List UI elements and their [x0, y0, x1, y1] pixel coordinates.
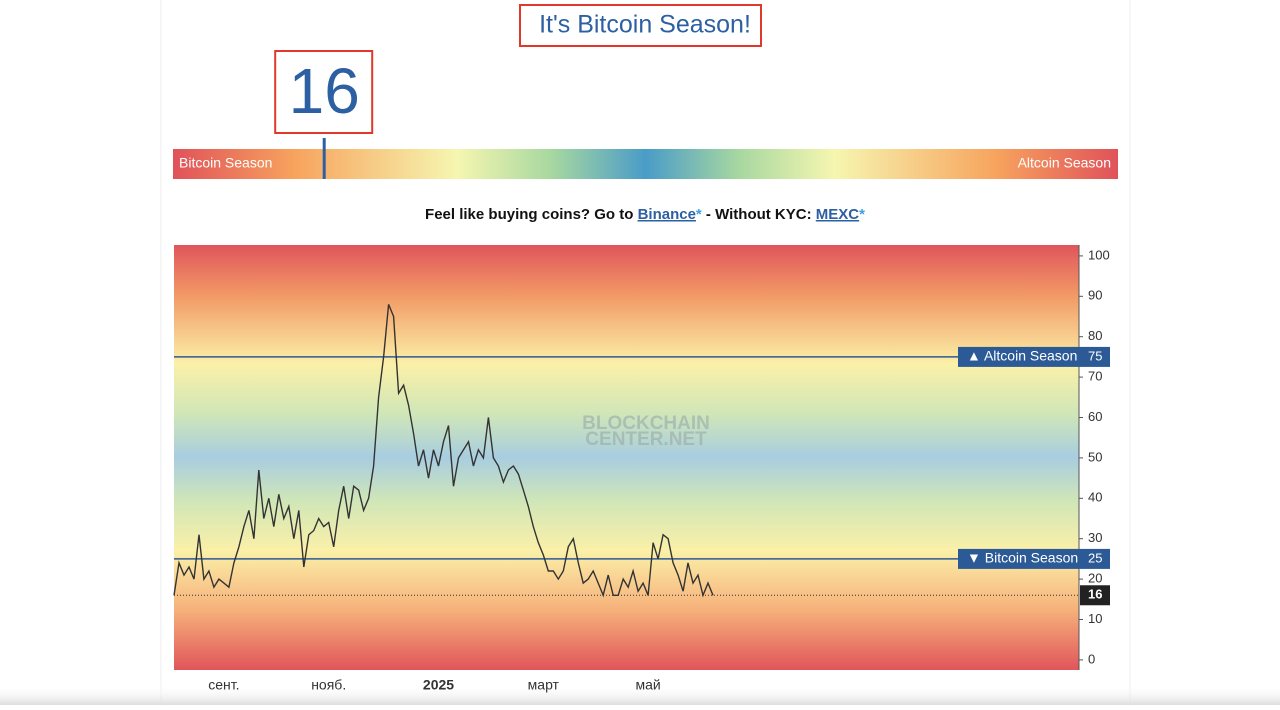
bottom-shadow — [0, 685, 1280, 705]
promo-text: * — [859, 206, 865, 223]
watermark: CENTER.NET — [585, 429, 707, 450]
series-line — [173, 304, 714, 598]
reference-label: ▼ Bitcoin Season — [967, 550, 1078, 566]
y-tick-label: 70 — [1088, 369, 1102, 384]
plot-background — [174, 245, 1079, 670]
last-value-box — [1080, 585, 1110, 606]
title-box — [519, 4, 762, 47]
reference-label: ▲ Altcoin Season — [967, 348, 1077, 364]
gauge-value-box — [274, 50, 374, 134]
promo-text: - Without KYC: — [702, 206, 816, 223]
x-tick-label: нояб. — [311, 677, 346, 693]
x-tick-label: май — [636, 677, 661, 693]
y-tick-label: 50 — [1088, 449, 1102, 464]
y-tick-label: 10 — [1088, 611, 1102, 626]
reference-value: 75 — [1088, 348, 1102, 363]
gauge-value: 16 — [289, 55, 360, 127]
reference-label-box — [958, 548, 1110, 569]
y-tick-label: 90 — [1088, 288, 1102, 303]
reference-label-box — [958, 346, 1110, 367]
promo-link[interactable]: Binance — [638, 206, 696, 223]
gauge-left-label: Bitcoin Season — [179, 155, 272, 171]
watermark: BLOCKCHAIN — [582, 413, 710, 434]
gauge-bar — [173, 149, 1118, 179]
y-tick-label: 0 — [1088, 651, 1095, 666]
y-tick-label: 60 — [1088, 409, 1102, 424]
y-tick-label: 20 — [1088, 571, 1102, 586]
x-tick-label: сент. — [208, 677, 239, 693]
last-value-label: 16 — [1088, 587, 1102, 602]
y-tick-label: 30 — [1088, 530, 1102, 545]
x-tick-label: 2025 — [423, 677, 454, 693]
y-tick-label: 80 — [1088, 328, 1102, 343]
x-tick-label: март — [528, 677, 560, 693]
promo-text: * — [696, 206, 702, 223]
y-tick-label: 100 — [1088, 247, 1110, 262]
title: It's Bitcoin Season! — [539, 11, 751, 39]
y-tick-label: 40 — [1088, 490, 1102, 505]
promo-text: Feel like buying coins? Go to — [425, 206, 638, 223]
reference-value: 25 — [1088, 550, 1102, 565]
gauge-right-label: Altcoin Season — [1018, 155, 1111, 171]
promo-link[interactable]: MEXC — [816, 206, 860, 223]
promo: Feel like buying coins? Go to Binance* -… — [425, 206, 865, 223]
